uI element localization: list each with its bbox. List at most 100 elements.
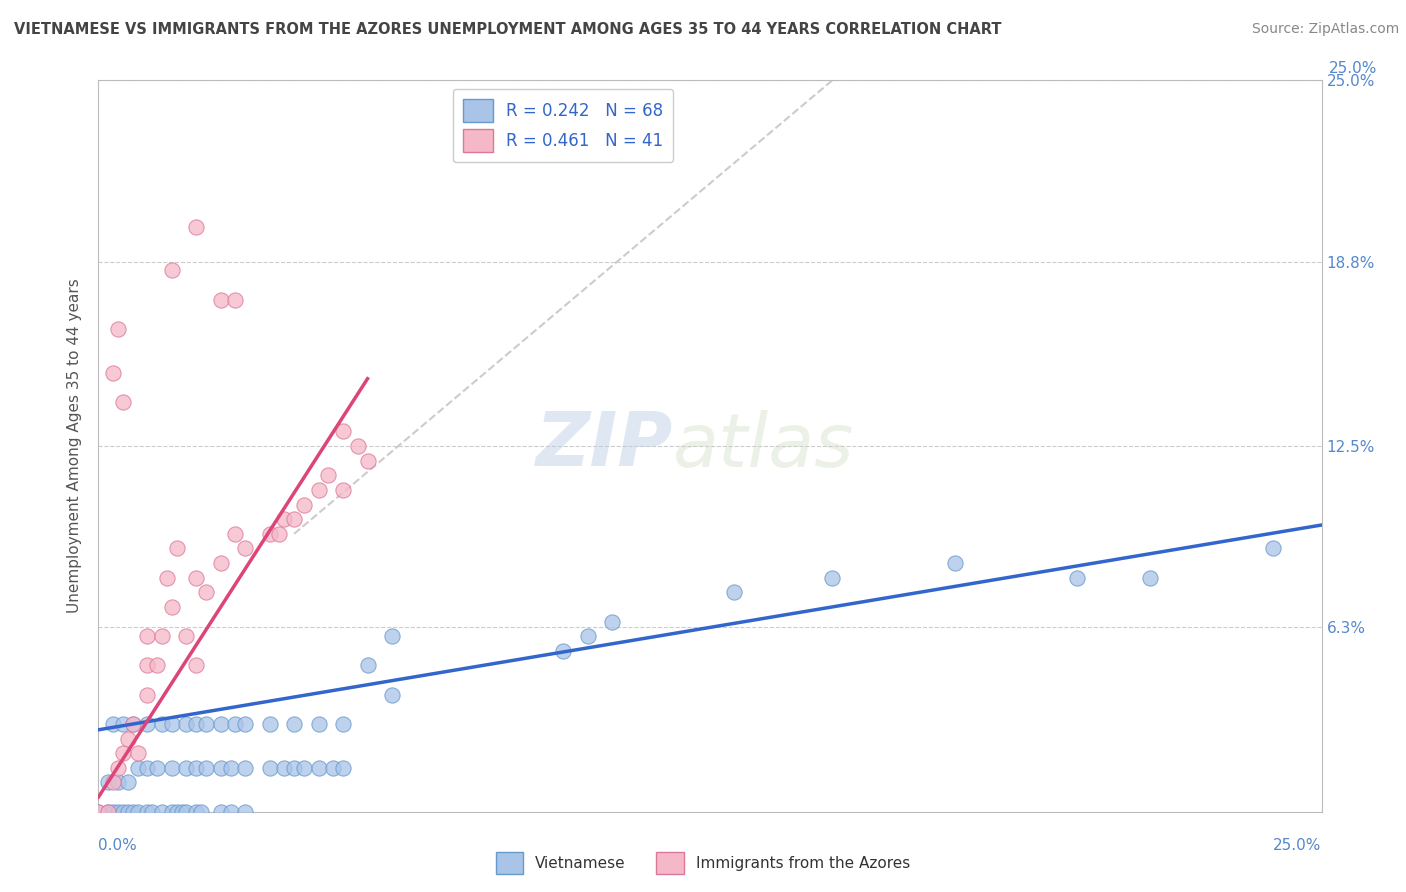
Point: [101, 366, 124, 380]
Legend: Vietnamese, Immigrants from the Azores: Vietnamese, Immigrants from the Azores: [489, 846, 917, 880]
Point: [346, 439, 368, 453]
Point: [1139, 571, 1161, 585]
Point: [150, 805, 173, 819]
Point: [308, 761, 330, 775]
Point: [1066, 571, 1088, 585]
Text: 25.0%: 25.0%: [1274, 838, 1322, 854]
Point: [195, 717, 218, 731]
Point: [186, 761, 208, 775]
Text: VIETNAMESE VS IMMIGRANTS FROM THE AZORES UNEMPLOYMENT AMONG AGES 35 TO 44 YEARS : VIETNAMESE VS IMMIGRANTS FROM THE AZORES…: [14, 22, 1001, 37]
Point: [259, 761, 281, 775]
Point: [101, 717, 124, 731]
Point: [186, 658, 208, 673]
Point: [209, 556, 232, 570]
Text: 0.0%: 0.0%: [98, 838, 138, 854]
Point: [209, 293, 232, 307]
Point: [97, 805, 120, 819]
Point: [107, 322, 129, 336]
Point: [166, 541, 188, 556]
Point: [170, 805, 193, 819]
Point: [117, 805, 139, 819]
Point: [292, 498, 315, 512]
Legend: R = 0.242   N = 68, R = 0.461   N = 41: R = 0.242 N = 68, R = 0.461 N = 41: [453, 88, 673, 162]
Point: [136, 717, 159, 731]
Point: [176, 717, 198, 731]
Point: [97, 805, 120, 819]
Point: [136, 658, 159, 673]
Point: [111, 805, 134, 819]
Point: [292, 761, 315, 775]
Point: [136, 761, 159, 775]
Point: [233, 805, 256, 819]
Point: [209, 805, 232, 819]
Point: [176, 805, 198, 819]
Point: [576, 629, 599, 643]
Point: [224, 526, 246, 541]
Point: [136, 688, 159, 702]
Point: [224, 717, 246, 731]
Point: [600, 615, 623, 629]
Point: [283, 761, 305, 775]
Point: [87, 805, 110, 819]
Point: [259, 526, 281, 541]
Point: [723, 585, 745, 599]
Point: [209, 761, 232, 775]
Point: [186, 805, 208, 819]
Point: [233, 717, 256, 731]
Point: [322, 761, 344, 775]
Text: ZIP: ZIP: [536, 409, 673, 483]
Point: [195, 761, 218, 775]
Point: [259, 717, 281, 731]
Y-axis label: Unemployment Among Ages 35 to 44 years: Unemployment Among Ages 35 to 44 years: [67, 278, 83, 614]
Point: [101, 775, 124, 789]
Point: [111, 717, 134, 731]
Point: [160, 717, 183, 731]
Point: [127, 805, 149, 819]
Text: atlas: atlas: [673, 410, 855, 482]
Point: [107, 761, 129, 775]
Point: [381, 688, 404, 702]
Point: [332, 483, 354, 497]
Point: [150, 717, 173, 731]
Point: [101, 805, 124, 819]
Point: [269, 526, 291, 541]
Point: [107, 805, 129, 819]
Point: [209, 717, 232, 731]
Point: [219, 761, 242, 775]
Point: [160, 805, 183, 819]
Point: [111, 395, 134, 409]
Point: [97, 775, 120, 789]
Point: [943, 556, 966, 570]
Point: [332, 717, 354, 731]
Point: [283, 512, 305, 526]
Point: [117, 731, 139, 746]
Point: [186, 717, 208, 731]
Point: [219, 805, 242, 819]
Point: [117, 775, 139, 789]
Point: [381, 629, 404, 643]
Point: [141, 805, 163, 819]
Point: [166, 805, 188, 819]
Point: [127, 746, 149, 760]
Text: 25.0%: 25.0%: [1329, 61, 1376, 76]
Point: [356, 453, 378, 467]
Point: [136, 805, 159, 819]
Point: [186, 219, 208, 234]
Point: [111, 746, 134, 760]
Point: [233, 761, 256, 775]
Point: [87, 805, 110, 819]
Point: [308, 483, 330, 497]
Point: [283, 717, 305, 731]
Point: [332, 761, 354, 775]
Point: [233, 541, 256, 556]
Point: [186, 571, 208, 585]
Point: [195, 585, 218, 599]
Point: [136, 629, 159, 643]
Point: [146, 658, 169, 673]
Point: [146, 761, 169, 775]
Point: [121, 717, 143, 731]
Point: [224, 293, 246, 307]
Point: [160, 263, 183, 277]
Point: [273, 761, 295, 775]
Point: [308, 717, 330, 731]
